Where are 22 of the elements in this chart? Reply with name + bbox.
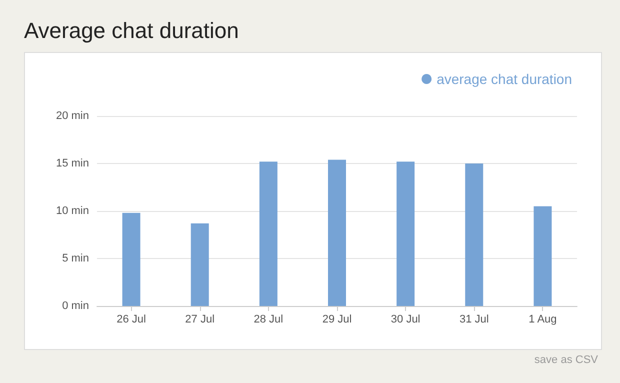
bar (465, 164, 484, 306)
x-tick-label: 26 Jul (116, 314, 146, 326)
x-tick-label: 31 Jul (459, 314, 489, 326)
y-tick-label: 20 min (56, 110, 89, 122)
text: save as CSV (534, 354, 598, 366)
legend-label: average chat duration (436, 71, 572, 87)
x-tick-label: 28 Jul (254, 314, 284, 326)
bar (328, 160, 346, 306)
x-tick-label: 1 Aug (528, 314, 557, 326)
y-tick-label: 5 min (62, 252, 89, 264)
bar (122, 212, 140, 306)
bar (259, 162, 278, 306)
bar (534, 206, 552, 306)
bar (190, 223, 209, 306)
x-tick-label: 29 Jul (322, 314, 352, 326)
x-tick-label: 30 Jul (390, 314, 420, 326)
x-tick-label: 27 Jul (185, 314, 215, 326)
chart-title: Average chat duration (24, 18, 239, 44)
bar (396, 162, 415, 306)
y-tick-label: 15 min (56, 158, 89, 170)
y-tick-label: 10 min (56, 205, 89, 217)
y-tick-label: 0 min (62, 300, 89, 312)
